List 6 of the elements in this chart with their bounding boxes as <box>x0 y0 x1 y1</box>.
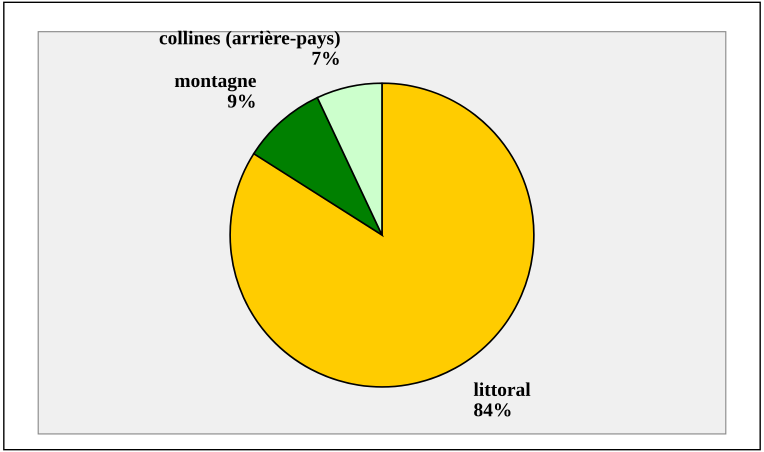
data-label: 7% <box>312 52 339 65</box>
data-label: 9% <box>228 94 255 108</box>
data-label: 84% <box>474 403 511 416</box>
slice-label: littoral <box>474 382 530 396</box>
slice-label: montagne <box>174 76 256 92</box>
slice-label: collines (arrière-pays) <box>160 30 340 48</box>
